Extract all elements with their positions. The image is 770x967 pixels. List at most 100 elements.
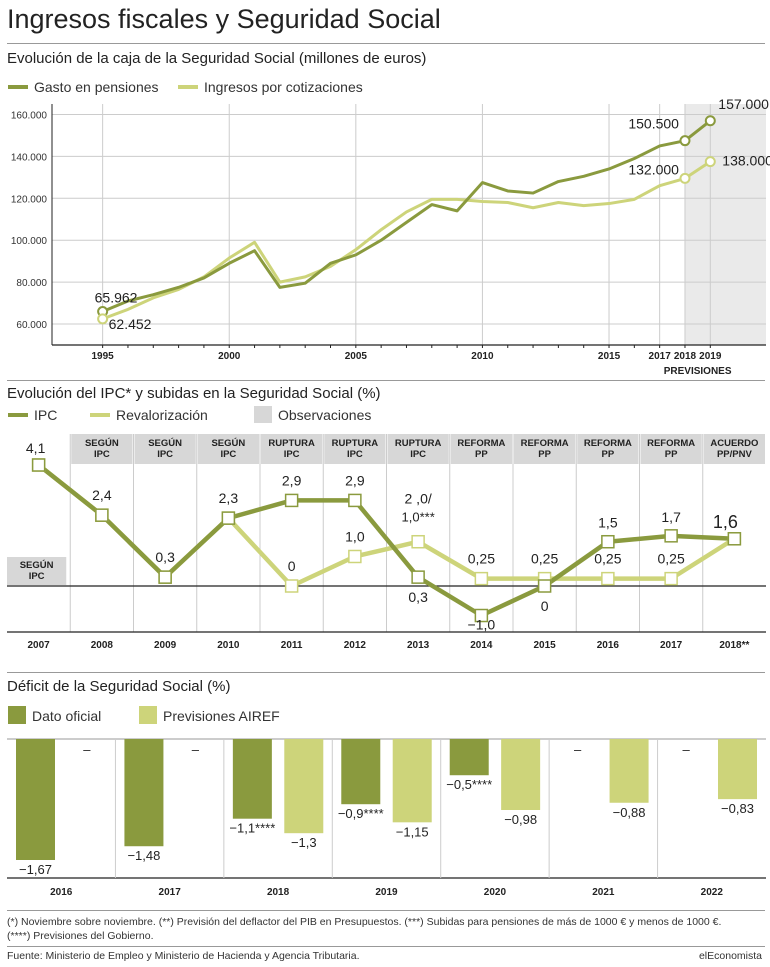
point-annotation: 157.000 [718, 96, 769, 112]
observacion-label-line: IPC [157, 449, 173, 460]
ipc-value-label: 0,3 [408, 589, 428, 605]
bar-airef-label: −1,15 [396, 824, 429, 839]
x-tick-label: 2018 [267, 887, 290, 898]
bar-empty-dash: – [574, 742, 582, 757]
legend-oficial-swatch [8, 706, 26, 724]
ipc-marker [348, 493, 362, 508]
observacion-label-line: IPC [29, 571, 45, 582]
ipc-chart: IPC Revalorización Observaciones SEGÚN IPC SE… [7, 406, 766, 651]
observacion-label-line: REFORMA [457, 438, 505, 449]
observacion-label: RUPTURA IPC [332, 438, 379, 460]
bar-oficial [124, 739, 164, 847]
observacion-label-line: PP [602, 449, 615, 460]
bar-airef-label: −1,3 [291, 835, 317, 850]
observacion-box [197, 434, 259, 464]
observacion-label-line: PP [475, 449, 488, 460]
bar-oficial-label: −1,1**** [229, 821, 275, 836]
ipc-value-label: −1,0 [468, 617, 496, 633]
revalorizacion-marker [284, 579, 299, 593]
bar-oficial [16, 739, 55, 860]
observacion-label: REFORMA PP [457, 438, 505, 460]
observacion-box [577, 434, 639, 464]
bar-oficial-label: −1,48 [127, 848, 160, 863]
observacion-label: REFORMA PP [647, 438, 695, 460]
bar-oficial-label: −1,67 [19, 862, 52, 877]
x-tick-label: 2008 [91, 640, 114, 651]
observacion-box [387, 434, 449, 464]
revalorizacion-value-label: 0,25 [658, 551, 685, 567]
x-tick-label: 2010 [217, 640, 240, 651]
bar-airef [392, 739, 432, 823]
ipc-value-label: 1,5 [598, 515, 618, 531]
x-tick-label: 2017 [660, 640, 683, 651]
point-annotation: 65.962 [95, 290, 138, 306]
revalorizacion-value-label: 0,25 [531, 551, 558, 567]
bar-oficial-label: −0,9**** [338, 806, 384, 821]
legend-observaciones-swatch [254, 406, 272, 423]
x-tick-label: 2013 [407, 640, 430, 651]
observacion-label: REFORMA PP [584, 438, 632, 460]
ipc-value-label: 1,6 [713, 512, 738, 532]
observacion-box [640, 434, 702, 464]
observacion-label-line: IPC [347, 449, 363, 460]
x-tick-label: 2015 [534, 640, 557, 651]
legend-ingresos-label: Ingresos por cotizaciones [204, 79, 363, 95]
brand-label: elEconomista [698, 950, 762, 962]
legend-gasto-label: Gasto en pensiones [34, 79, 159, 95]
observacion-label-line: RUPTURA [268, 438, 315, 449]
observacion-label-line: REFORMA [647, 438, 695, 449]
observacion-label: RUPTURA IPC [395, 438, 442, 460]
observacion-label: SEGÚN IPC [85, 437, 119, 460]
legend-airef-swatch [139, 706, 157, 724]
ipc-value-label: 2,4 [92, 487, 112, 503]
revalorizacion-value-label: 0 [288, 558, 296, 574]
observacion-box [134, 434, 196, 464]
deficit-chart: Dato oficial Previsiones AIREF 2016 −1,67 – 2… [7, 706, 766, 898]
x-tick-label: 2016 [597, 640, 620, 651]
footnote-line2: (****) Previsiones del Gobierno. [7, 930, 154, 942]
legend-revalorizacion-label: Revalorización [116, 407, 208, 423]
observacion-label-line: IPC [94, 449, 110, 460]
bar-airef [718, 739, 757, 800]
ipc-marker [664, 529, 678, 543]
footnotes-divider [7, 910, 765, 911]
x-tick-label: 2018** [719, 640, 749, 651]
ipc-value-label: 2,9 [345, 472, 365, 488]
bar-airef-label: −0,83 [721, 801, 754, 816]
x-tick-label: 2015 [598, 351, 621, 362]
observacion-box [324, 434, 386, 464]
ipc-value-label: 1,7 [661, 509, 681, 525]
legend-observaciones-label: Observaciones [278, 407, 371, 423]
bar-oficial-label: −0,5**** [446, 777, 492, 792]
x-tick-label: 2018 [674, 351, 697, 362]
y-tick-label: 160.000 [11, 110, 48, 121]
ipc-value-label: 2,3 [219, 490, 239, 506]
observacion-box [703, 434, 765, 464]
revalorizacion-value-label: 1,0 [345, 528, 365, 544]
revalorizacion-marker [348, 549, 362, 564]
observacion-label-first: SEGÚN IPC [20, 559, 54, 582]
observacion-label-line: REFORMA [521, 438, 569, 449]
observacion-box [71, 434, 133, 464]
ipc-marker [474, 608, 489, 623]
ipc-value-label: 4,1 [26, 440, 46, 456]
observacion-label-line: RUPTURA [332, 438, 379, 449]
x-tick-label: 2021 [592, 887, 615, 898]
revalorizacion-marker [664, 571, 678, 586]
point-annotation: 138.000 [722, 153, 770, 169]
data-point-marker [679, 172, 691, 184]
ipc-marker [221, 511, 236, 525]
ipc-marker [537, 579, 552, 593]
bar-airef-label: −0,98 [504, 812, 537, 827]
data-point-marker [679, 135, 691, 147]
x-tick-label: 2019 [699, 351, 722, 362]
chart2-divider [7, 380, 765, 381]
pension-cash-chart: Gasto en pensiones Ingresos por cotizacio… [8, 79, 770, 377]
ipc-marker [95, 508, 109, 522]
ipc-marker [31, 458, 46, 472]
observacion-label: SEGÚN IPC [211, 437, 245, 460]
bar-oficial [449, 739, 489, 776]
x-tick-label: 1995 [92, 351, 115, 362]
title-divider [7, 43, 765, 44]
ipc-value-label: 2,9 [282, 472, 302, 488]
